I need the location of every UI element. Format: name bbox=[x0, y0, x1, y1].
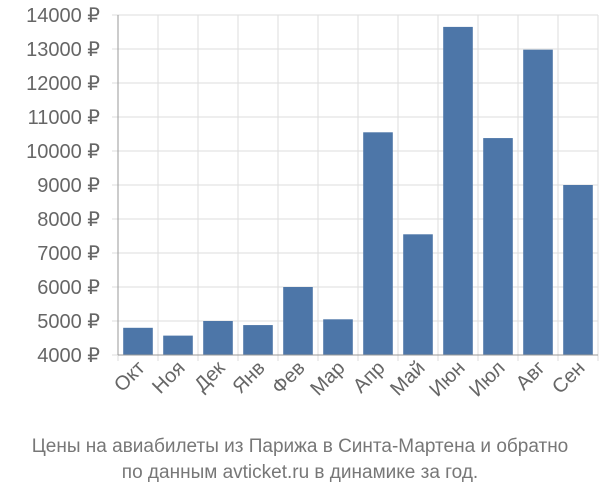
bar-3 bbox=[203, 321, 233, 355]
y-tick-label: 13000 ₽ bbox=[26, 39, 100, 61]
bar-9 bbox=[443, 26, 473, 356]
x-tick-label: Июн bbox=[425, 357, 469, 401]
x-tick-label: Сен bbox=[548, 357, 589, 398]
x-tick-label: Янв bbox=[228, 357, 269, 398]
bar-7 bbox=[363, 132, 393, 355]
x-tick-label: Апр bbox=[349, 357, 390, 398]
bar-1 bbox=[123, 327, 153, 355]
x-tick-label: Май bbox=[386, 357, 429, 400]
price-bar-chart: 4000 ₽ 5000 ₽ 6000 ₽ 7000 ₽ 8000 ₽ 9000 ₽ 1000… bbox=[26, 5, 599, 401]
y-tick-label: 5000 ₽ bbox=[37, 311, 100, 333]
x-tick-label: Фев bbox=[268, 357, 310, 399]
y-tick-label: 9000 ₽ bbox=[37, 175, 100, 197]
y-tick-label: 8000 ₽ bbox=[37, 209, 100, 231]
chart-caption-line-1: Цены на авиабилеты из Парижа в Синта-Мар… bbox=[31, 436, 569, 457]
y-tick-label: 7000 ₽ bbox=[37, 243, 100, 265]
y-tick-label: 14000 ₽ bbox=[26, 5, 100, 27]
x-tick-label: Июл bbox=[465, 357, 509, 401]
x-tick-label: Авг bbox=[512, 357, 550, 395]
bar-6 bbox=[323, 319, 353, 355]
bar-8 bbox=[403, 234, 433, 355]
x-tick-label: Ноя bbox=[148, 357, 189, 398]
chart-caption-line-2: по данным avticket.ru в динамике за год. bbox=[121, 462, 479, 483]
y-tick-label: 10000 ₽ bbox=[26, 141, 100, 163]
bar-4 bbox=[243, 325, 273, 355]
bar-12 bbox=[563, 185, 593, 355]
x-tick-label: Мар bbox=[306, 357, 349, 400]
bar-5 bbox=[283, 287, 313, 355]
x-tick-label: Окт bbox=[110, 357, 149, 396]
bar-10 bbox=[483, 138, 513, 355]
bar-2 bbox=[163, 335, 193, 355]
y-tick-label: 4000 ₽ bbox=[37, 345, 100, 367]
y-tick-label: 6000 ₽ bbox=[37, 277, 100, 299]
bar-11 bbox=[523, 49, 553, 356]
y-tick-label: 12000 ₽ bbox=[26, 73, 100, 95]
y-tick-label: 11000 ₽ bbox=[28, 107, 101, 129]
x-tick-label: Дек bbox=[190, 357, 229, 396]
